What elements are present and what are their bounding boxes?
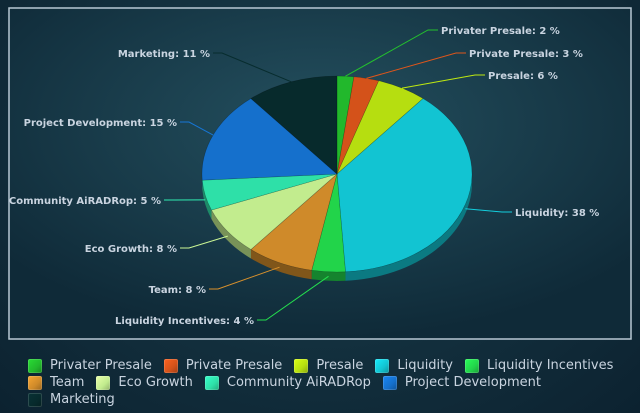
legend: Privater Presale Private Presale Presale Li… [28,357,628,408]
legend-item-project-development: Project Development [382,374,541,391]
legend-swatch-team [28,375,42,390]
slice-liquidity-incentives [311,173,346,273]
leader-line-marketing [213,52,292,83]
legend-swatch-project-development [382,375,397,390]
slice-label-presale: Presale: 6 % [488,71,558,82]
legend-label-liquidity: Liquidity [397,358,453,373]
slice-side-team [250,249,312,280]
leader-line-liquidity [465,208,512,213]
legend-swatch-eco-growth [96,375,111,390]
legend-label-project-development: Project Development [404,375,541,390]
pie-depth-layer [202,174,472,281]
slice-label-team: Team: 8 % [149,285,206,296]
slice-label-community-airadrop: Community AiRADRop: 5 % [9,196,161,207]
leader-line-team [209,266,280,290]
legend-swatch-privater-presale [28,358,42,373]
leader-line-privater-presale [345,29,438,77]
legend-swatch-marketing [28,392,42,407]
legend-swatch-presale [294,358,309,373]
slice-team [250,173,338,271]
legend-item-liquidity: Liquidity [375,357,453,374]
pie-slices [201,75,473,273]
slice-side-liquidity [345,174,472,281]
legend-item-team: Team [28,374,84,391]
slice-community-airadrop [201,173,338,211]
slice-private-presale [336,76,380,175]
legend-label-team: Team [50,375,85,390]
legend-item-private-presale: Private Presale [163,357,283,374]
legend-label-community-airadrop: Community AiRADRop [226,375,371,390]
legend-label-private-presale: Private Presale [185,358,283,373]
legend-swatch-liquidity [375,358,390,373]
slice-marketing [250,75,338,175]
slice-side-eco-growth [211,210,251,259]
legend-item-privater-presale: Privater Presale [28,357,152,374]
legend-label-privater-presale: Privater Presale [50,358,152,373]
slice-label-privater-presale: Privater Presale: 2 % [441,26,560,37]
slice-labels: Privater Presale: 2 % Private Presale: 3 … [9,26,599,327]
slice-label-private-presale: Private Presale: 3 % [469,49,583,60]
legend-swatch-private-presale [163,358,178,373]
legend-swatch-community-airadrop [204,375,219,390]
legend-label-presale: Presale [316,358,364,373]
legend-swatch-liquidity-incentives [464,358,479,373]
legend-item-liquidity-incentives: Liquidity Incentives [464,357,614,374]
slice-label-project-development: Project Development: 15 % [24,118,177,129]
slice-label-eco-growth: Eco Growth: 8 % [85,244,177,255]
leader-line-liquidity-incentives [257,275,329,321]
leader-line-private-presale [366,52,466,79]
leader-lines [164,29,512,321]
legend-item-community-airadrop: Community AiRADRop [204,374,371,391]
slice-side-community-airadrop [202,180,212,220]
slice-label-liquidity-incentives: Liquidity Incentives: 4 % [115,316,254,327]
legend-label-marketing: Marketing [50,392,115,407]
legend-label-eco-growth: Eco Growth [118,375,193,390]
slice-presale [336,80,424,175]
leader-line-eco-growth [180,235,228,249]
slice-eco-growth [211,173,338,250]
legend-item-marketing: Marketing [28,391,115,408]
slice-liquidity [336,98,473,273]
slice-side-liquidity-incentives [311,270,346,281]
legend-item-eco-growth: Eco Growth [96,374,193,391]
leader-line-project-development [180,121,214,136]
slice-label-liquidity: Liquidity: 38 % [515,208,599,219]
slice-privater-presale [336,75,355,175]
legend-label-liquidity-incentives: Liquidity Incentives [486,358,614,373]
legend-item-presale: Presale [294,357,363,374]
slice-label-marketing: Marketing: 11 % [118,49,210,60]
leader-line-presale [401,74,485,89]
